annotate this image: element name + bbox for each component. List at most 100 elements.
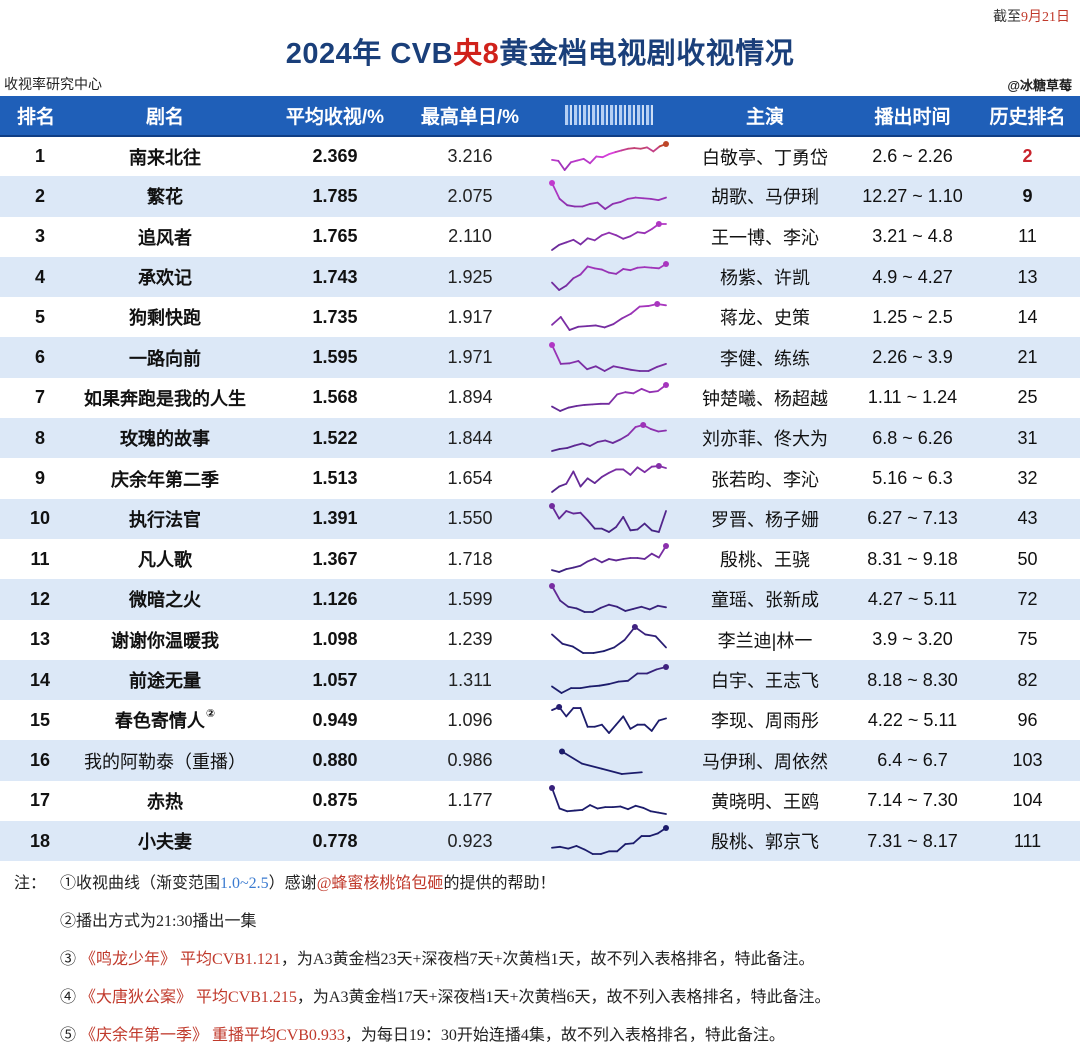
table-row[interactable]: 7 如果奔跑是我的人生 1.568 1.894 钟楚曦、杨超越 1.11 ~ 1.24 25	[0, 377, 1080, 419]
rank-cell: 8	[0, 418, 60, 459]
history-rank-cell: 14	[975, 297, 1080, 338]
air-dates-cell: 6.27 ~ 7.13	[850, 498, 975, 539]
table-row[interactable]: 16 我的阿勒泰（重播） 0.880 0.986 马伊琍、周依然 6.4 ~ 6.7 103	[0, 740, 1080, 781]
table-row[interactable]: 6 一路向前 1.595 1.971 李健、练练 2.26 ~ 3.9 21	[0, 337, 1080, 378]
peak-rating-cell: 2.075	[400, 176, 540, 217]
table-row[interactable]: 12 微暗之火 1.126 1.599 童瑶、张新成 4.27 ~ 5.11 72	[0, 579, 1080, 620]
avg-rating-cell: 0.949	[270, 700, 400, 741]
ratings-sparkline	[551, 381, 669, 412]
note-3-highlight: 《鸣龙少年》 平均CVB1.121	[80, 951, 281, 968]
drama-title: 一路向前	[129, 348, 201, 369]
peak-marker	[663, 261, 669, 268]
peak-marker	[655, 462, 662, 469]
peak-marker	[663, 664, 669, 670]
col-header-history[interactable]: 历史排名	[975, 96, 1080, 137]
note-2: ②播出方式为21:30播出一集	[14, 908, 1074, 946]
drama-title: 前途无量	[129, 671, 201, 691]
peak-marker	[631, 623, 638, 630]
cast-cell: 黄晓明、王鸥	[680, 780, 850, 822]
peak-rating-cell: 1.844	[400, 418, 540, 459]
ratings-curve-cell	[540, 821, 680, 862]
peak-marker	[663, 825, 669, 832]
note-2-text: ②播出方式为21:30播出一集	[60, 913, 257, 930]
cast-cell: 李兰迪|林一	[680, 619, 850, 660]
table-row[interactable]: 9 庆余年第二季 1.513 1.654 张若昀、李沁 5.16 ~ 6.3 32	[0, 458, 1080, 499]
title-cell: 繁花	[60, 176, 270, 217]
air-dates-cell: 3.9 ~ 3.20	[850, 619, 975, 660]
table-row[interactable]: 1 南来北往 2.369 3.216 白敬亭、丁勇岱 2.6 ~ 2.26 2	[0, 136, 1080, 177]
cast-cell: 李现、周雨彤	[680, 700, 850, 741]
col-header-avg[interactable]: 平均收视/%	[270, 96, 400, 137]
table-body: 1 南来北往 2.369 3.216 白敬亭、丁勇岱 2.6 ~ 2.26 2 2 繁花 1.78…	[0, 136, 1080, 862]
note-4-highlight: 《大唐狄公案》 平均CVB1.215	[80, 989, 297, 1006]
history-rank-cell: 111	[975, 821, 1080, 862]
table-row[interactable]: 3 追风者 1.765 2.110 王一博、李沁 3.21 ~ 4.8 11	[0, 216, 1080, 257]
avg-rating-cell: 1.391	[270, 498, 400, 539]
table-row[interactable]: 11 凡人歌 1.367 1.718 殷桃、王骁 8.31 ~ 9.18 50	[0, 538, 1080, 580]
drama-title: 如果奔跑是我的人生	[84, 388, 246, 409]
col-header-cast[interactable]: 主演	[680, 96, 850, 137]
drama-title: 南来北往	[129, 147, 201, 168]
table-row[interactable]: 4 承欢记 1.743 1.925 杨紫、许凯 4.9 ~ 4.27 13	[0, 256, 1080, 298]
history-rank-cell: 50	[975, 538, 1080, 580]
peak-marker	[663, 381, 669, 388]
col-header-curve[interactable]	[540, 96, 680, 137]
air-dates-cell: 5.16 ~ 6.3	[850, 458, 975, 499]
history-rank-cell: 31	[975, 418, 1080, 459]
history-rank-cell: 2	[975, 136, 1080, 177]
avg-rating-cell: 1.765	[270, 216, 400, 257]
rank-cell: 16	[0, 740, 60, 781]
avg-rating-cell: 1.126	[270, 579, 400, 620]
peak-marker	[654, 301, 661, 308]
cast-cell: 白敬亭、丁勇岱	[680, 136, 850, 177]
title-cell: 谢谢你温暖我	[60, 619, 270, 660]
table-row[interactable]: 10 执行法官 1.391 1.550 罗晋、杨子姗 6.27 ~ 7.13 43	[0, 498, 1080, 539]
note-3-text: ，为A3黄金档23天+深夜档7天+次黄档1天，故不列入表格排名，特此备注。	[280, 951, 815, 968]
title-cell: 凡人歌	[60, 538, 270, 580]
drama-title: 追风者	[138, 227, 192, 248]
col-header-rank[interactable]: 排名	[0, 96, 60, 137]
ratings-sparkline	[551, 220, 667, 251]
table-row[interactable]: 2 繁花 1.785 2.075 胡歌、马伊琍 12.27 ~ 1.10 9	[0, 176, 1080, 217]
table-row[interactable]: 17 赤热 0.875 1.177 黄晓明、王鸥 7.14 ~ 7.30 104	[0, 780, 1080, 822]
cast-cell: 钟楚曦、杨超越	[680, 377, 850, 419]
avg-rating-cell: 2.369	[270, 136, 400, 177]
ratings-sparkline	[549, 583, 667, 614]
col-header-title[interactable]: 剧名	[60, 96, 270, 137]
note-4-num: ④	[60, 989, 81, 1006]
history-rank-cell: 11	[975, 216, 1080, 257]
title-cell: 执行法官	[60, 498, 270, 539]
table-row[interactable]: 14 前途无量 1.057 1.311 白宇、王志飞 8.18 ~ 8.30 82	[0, 659, 1080, 701]
table-row[interactable]: 5 狗剩快跑 1.735 1.917 蒋龙、史策 1.25 ~ 2.5 14	[0, 297, 1080, 338]
avg-rating-cell: 1.522	[270, 418, 400, 459]
title-cell: 前途无量	[60, 659, 270, 701]
col-header-peak[interactable]: 最高单日/%	[400, 96, 540, 137]
peak-marker	[549, 583, 555, 590]
history-rank-cell: 9	[975, 176, 1080, 217]
air-dates-cell: 1.25 ~ 2.5	[850, 297, 975, 338]
drama-title: 玫瑰的故事	[120, 429, 210, 450]
avg-rating-cell: 1.735	[270, 297, 400, 338]
table-row[interactable]: 18 小夫妻 0.778 0.923 殷桃、郭京飞 7.31 ~ 8.17 111	[0, 821, 1080, 862]
cast-cell: 殷桃、郭京飞	[680, 821, 850, 862]
credit-link[interactable]: @蜂蜜核桃馅包砸	[316, 875, 444, 892]
title-cell: 承欢记	[60, 256, 270, 298]
drama-title: 谢谢你温暖我	[111, 630, 219, 651]
peak-rating-cell: 0.986	[400, 740, 540, 781]
peak-rating-cell: 1.925	[400, 256, 540, 298]
gradient-range: 1.0~2.5	[220, 875, 269, 892]
avg-rating-cell: 1.057	[270, 659, 400, 701]
air-dates-cell: 7.14 ~ 7.30	[850, 780, 975, 822]
rank-cell: 3	[0, 216, 60, 257]
avg-rating-cell: 1.367	[270, 538, 400, 580]
table-row[interactable]: 13 谢谢你温暖我 1.098 1.239 李兰迪|林一 3.9 ~ 3.20 75	[0, 619, 1080, 660]
table-row[interactable]: 8 玫瑰的故事 1.522 1.844 刘亦菲、佟大为 6.8 ~ 6.26 31	[0, 418, 1080, 459]
col-header-dates[interactable]: 播出时间	[850, 96, 975, 137]
cast-cell: 张若昀、李沁	[680, 458, 850, 499]
avg-rating-cell: 1.513	[270, 458, 400, 499]
peak-marker	[549, 502, 555, 509]
ratings-sparkline	[551, 543, 669, 574]
avg-rating-cell: 1.785	[270, 176, 400, 217]
table-row[interactable]: 15 春色寄情人② 0.949 1.096 李现、周雨彤 4.22 ~ 5.11 96	[0, 700, 1080, 741]
note-3: ③ 《鸣龙少年》 平均CVB1.121，为A3黄金档23天+深夜档7天+次黄档1…	[14, 946, 1074, 984]
